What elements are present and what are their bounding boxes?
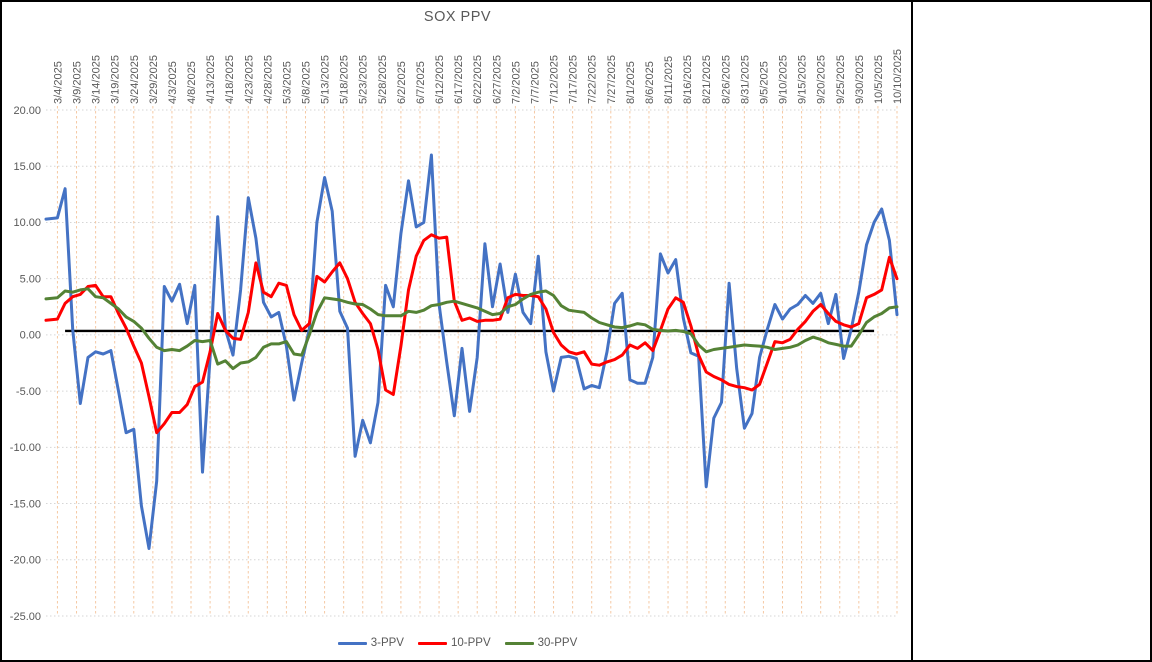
svg-text:7/12/2025: 7/12/2025 <box>549 55 561 104</box>
svg-text:4/28/2025: 4/28/2025 <box>262 55 274 104</box>
svg-text:4/13/2025: 4/13/2025 <box>205 55 217 104</box>
svg-text:10/5/2025: 10/5/2025 <box>873 55 885 104</box>
svg-text:3/19/2025: 3/19/2025 <box>110 55 122 104</box>
svg-text:10/10/2025: 10/10/2025 <box>892 49 904 104</box>
svg-text:-15.00: -15.00 <box>10 498 41 510</box>
legend-label-30ppv: 30-PPV <box>537 637 578 649</box>
svg-text:7/7/2025: 7/7/2025 <box>529 61 541 104</box>
svg-text:5.00: 5.00 <box>20 273 41 285</box>
svg-text:-10.00: -10.00 <box>10 442 41 454</box>
svg-text:8/21/2025: 8/21/2025 <box>701 55 713 104</box>
svg-text:7/2/2025: 7/2/2025 <box>510 61 522 104</box>
legend-item-10ppv: 10-PPV <box>417 637 491 649</box>
svg-text:7/22/2025: 7/22/2025 <box>587 55 599 104</box>
legend-label-10ppv: 10-PPV <box>450 637 491 649</box>
svg-text:6/17/2025: 6/17/2025 <box>453 55 465 104</box>
svg-text:9/25/2025: 9/25/2025 <box>835 55 847 104</box>
svg-text:3/9/2025: 3/9/2025 <box>72 61 84 104</box>
svg-text:-5.00: -5.00 <box>16 386 41 398</box>
svg-text:3/24/2025: 3/24/2025 <box>129 55 141 104</box>
svg-text:7/17/2025: 7/17/2025 <box>568 55 580 104</box>
chart-legend: 3-PPV 10-PPV 30-PPV <box>2 633 913 653</box>
svg-text:9/15/2025: 9/15/2025 <box>797 55 809 104</box>
legend-item-30ppv: 30-PPV <box>504 637 578 649</box>
svg-text:15.00: 15.00 <box>13 161 41 173</box>
legend-swatch-blue-icon <box>337 641 367 645</box>
svg-text:5/3/2025: 5/3/2025 <box>281 61 293 104</box>
svg-text:8/11/2025: 8/11/2025 <box>663 56 675 104</box>
svg-text:3/4/2025: 3/4/2025 <box>52 61 64 104</box>
legend-item-3ppv: 3-PPV <box>337 637 404 649</box>
svg-text:8/1/2025: 8/1/2025 <box>625 61 637 104</box>
svg-text:6/12/2025: 6/12/2025 <box>434 55 446 104</box>
legend-swatch-red-icon <box>417 641 447 645</box>
chart-title: SOX PPV <box>423 9 492 25</box>
svg-text:4/23/2025: 4/23/2025 <box>243 55 255 104</box>
svg-text:10.00: 10.00 <box>13 217 41 229</box>
svg-text:6/2/2025: 6/2/2025 <box>396 61 408 104</box>
svg-text:9/20/2025: 9/20/2025 <box>816 55 828 104</box>
svg-text:3/14/2025: 3/14/2025 <box>91 55 103 104</box>
svg-text:3/29/2025: 3/29/2025 <box>148 55 160 104</box>
svg-text:6/22/2025: 6/22/2025 <box>472 55 484 104</box>
chart-svg: 20.00 15.00 10.00 5.00 0.00 -5.00 -10.00 -15.00… <box>10 49 904 623</box>
legend-swatch-green-icon <box>504 641 534 645</box>
svg-text:6/7/2025: 6/7/2025 <box>415 61 427 104</box>
svg-text:0.00: 0.00 <box>20 330 41 342</box>
svg-text:8/6/2025: 8/6/2025 <box>644 61 656 104</box>
svg-text:20.00: 20.00 <box>13 105 41 117</box>
legend-label-3ppv: 3-PPV <box>370 637 404 649</box>
svg-text:5/13/2025: 5/13/2025 <box>320 55 332 104</box>
svg-text:8/26/2025: 8/26/2025 <box>720 55 732 104</box>
chart-frame[interactable]: 20.00 15.00 10.00 5.00 0.00 -5.00 -10.00 -15.00… <box>2 2 913 660</box>
svg-text:9/5/2025: 9/5/2025 <box>758 61 770 104</box>
svg-text:6/27/2025: 6/27/2025 <box>491 55 503 104</box>
svg-text:5/18/2025: 5/18/2025 <box>339 55 351 104</box>
svg-text:8/16/2025: 8/16/2025 <box>682 55 694 104</box>
svg-text:5/23/2025: 5/23/2025 <box>358 55 370 104</box>
svg-text:9/30/2025: 9/30/2025 <box>854 55 866 104</box>
svg-text:-25.00: -25.00 <box>10 611 41 623</box>
svg-text:4/3/2025: 4/3/2025 <box>167 61 179 104</box>
svg-text:4/8/2025: 4/8/2025 <box>186 61 198 104</box>
svg-text:8/31/2025: 8/31/2025 <box>739 55 751 104</box>
svg-text:5/8/2025: 5/8/2025 <box>300 61 312 104</box>
svg-text:9/10/2025: 9/10/2025 <box>778 55 790 104</box>
svg-text:7/27/2025: 7/27/2025 <box>606 55 618 104</box>
svg-text:5/28/2025: 5/28/2025 <box>377 55 389 104</box>
svg-text:-20.00: -20.00 <box>10 555 41 567</box>
svg-text:4/18/2025: 4/18/2025 <box>224 55 236 104</box>
